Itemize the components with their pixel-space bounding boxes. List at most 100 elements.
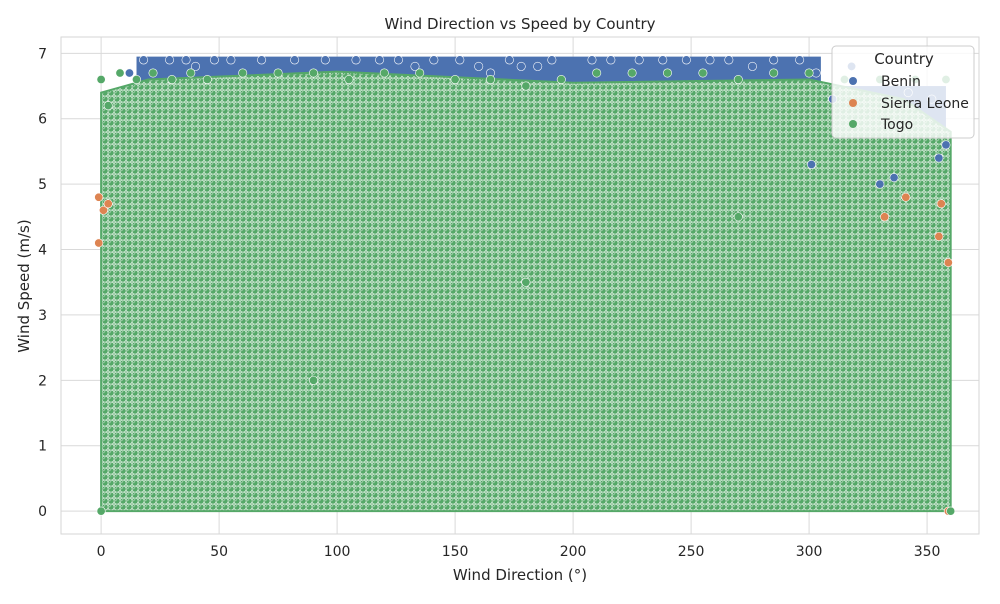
x-tick-label: 150	[442, 544, 469, 560]
y-tick-label: 2	[38, 373, 47, 389]
data-point-togo	[698, 68, 708, 78]
data-point-benin	[934, 153, 944, 163]
data-point-benin	[724, 55, 734, 65]
data-point-benin	[429, 55, 439, 65]
data-point-benin	[795, 55, 805, 65]
data-point-benin	[320, 55, 330, 65]
y-tick-label: 6	[38, 112, 47, 128]
data-point-togo	[103, 101, 113, 111]
data-point-benin	[658, 55, 668, 65]
data-point-togo	[344, 75, 354, 85]
tick-labels: 0 50 100 150 200 250 300 350 0 1 2 3 4 5 6 7	[38, 46, 940, 560]
data-point-benin	[681, 55, 691, 65]
data-point-sierra-leone	[94, 238, 104, 248]
legend-title: Country	[874, 50, 934, 68]
data-point-benin	[533, 61, 543, 71]
data-point-sierra-leone	[934, 231, 944, 241]
data-point-togo	[804, 68, 814, 78]
data-point-benin	[634, 55, 644, 65]
legend-label-benin: Benin	[881, 74, 921, 90]
y-tick-label: 4	[38, 243, 47, 259]
chart-title: Wind Direction vs Speed by Country	[384, 15, 655, 33]
data-point-togo	[486, 75, 496, 85]
data-point-benin	[351, 55, 361, 65]
x-tick-label: 250	[678, 544, 705, 560]
data-point-sierra-leone	[103, 199, 113, 209]
data-point-benin	[226, 55, 236, 65]
data-point-benin	[209, 55, 219, 65]
data-point-benin	[124, 68, 134, 78]
data-point-benin	[806, 160, 816, 170]
data-point-benin	[393, 55, 403, 65]
data-point-togo	[521, 81, 531, 91]
data-point-benin	[705, 55, 715, 65]
togo-cloud	[100, 70, 952, 513]
data-point-togo	[238, 68, 248, 78]
data-point-togo	[96, 506, 106, 516]
data-point-togo	[96, 75, 106, 85]
data-point-benin	[769, 55, 779, 65]
data-point-togo	[627, 68, 637, 78]
legend-marker-togo	[849, 120, 857, 128]
legend-marker-sierra-leone	[849, 99, 857, 107]
data-point-togo	[309, 375, 319, 385]
data-point-togo	[415, 68, 425, 78]
data-point-togo	[592, 68, 602, 78]
data-point-togo	[202, 75, 212, 85]
data-point-sierra-leone	[98, 205, 108, 215]
x-tick-label: 200	[560, 544, 587, 560]
data-point-benin	[606, 55, 616, 65]
data-point-sierra-leone	[880, 212, 890, 222]
legend: Country Benin Sierra Leone Togo	[831, 45, 975, 139]
data-point-sierra-leone	[901, 192, 911, 202]
x-tick-label: 100	[324, 544, 351, 560]
data-point-togo	[132, 75, 142, 85]
data-point-benin	[547, 55, 557, 65]
data-point-togo	[148, 68, 158, 78]
data-point-benin	[516, 61, 526, 71]
data-point-benin	[290, 55, 300, 65]
data-point-togo	[309, 68, 319, 78]
data-point-benin	[181, 55, 191, 65]
data-point-benin	[875, 179, 885, 189]
legend-label-togo: Togo	[880, 117, 913, 133]
data-point-benin	[257, 55, 267, 65]
data-point-togo	[450, 75, 460, 85]
legend-label-sierra-leone: Sierra Leone	[881, 96, 969, 112]
y-tick-label: 5	[38, 177, 47, 193]
y-tick-label: 1	[38, 439, 47, 455]
data-point-benin	[889, 173, 899, 183]
data-point-benin	[747, 61, 757, 71]
data-point-togo	[379, 68, 389, 78]
x-tick-label: 350	[914, 544, 941, 560]
x-tick-label: 0	[97, 544, 106, 560]
data-point-togo	[769, 68, 779, 78]
data-point-benin	[139, 55, 149, 65]
data-point-sierra-leone	[943, 258, 953, 268]
data-point-togo	[946, 506, 956, 516]
x-tick-label: 50	[210, 544, 228, 560]
data-point-benin	[474, 61, 484, 71]
data-point-togo	[273, 68, 283, 78]
data-point-benin	[191, 61, 201, 71]
data-point-togo	[556, 75, 566, 85]
data-point-benin	[504, 55, 514, 65]
y-axis-label: Wind Speed (m/s)	[15, 219, 33, 352]
x-axis-label: Wind Direction (°)	[453, 566, 587, 584]
data-point-togo	[167, 75, 177, 85]
data-point-benin	[375, 55, 385, 65]
data-point-benin	[941, 140, 951, 150]
data-point-benin	[587, 55, 597, 65]
data-point-sierra-leone	[94, 192, 104, 202]
data-point-togo	[186, 68, 196, 78]
x-tick-label: 300	[796, 544, 823, 560]
data-point-benin	[455, 55, 465, 65]
data-point-sierra-leone	[936, 199, 946, 209]
y-tick-label: 0	[38, 504, 47, 520]
plot-frame	[60, 36, 980, 535]
data-point-benin	[165, 55, 175, 65]
data-point-togo	[521, 277, 531, 287]
data-point-togo	[115, 68, 125, 78]
